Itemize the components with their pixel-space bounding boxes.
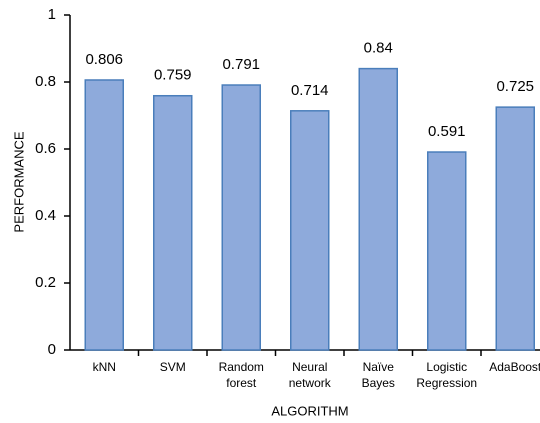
y-axis-title: PERFORMANCE [11, 131, 26, 232]
bar [84, 79, 124, 351]
x-axis-title: ALGORITHM [271, 403, 348, 418]
x-tick-label: kNN [93, 360, 116, 374]
value-label: 0.714 [291, 82, 329, 99]
x-tick-label: AdaBoost [489, 360, 540, 374]
value-label: 0.725 [496, 78, 534, 95]
x-tick-label: Naïve Bayes [362, 360, 395, 390]
x-tick-label: SVM [160, 360, 186, 374]
x-tick-label: Logistic Regression [416, 360, 477, 390]
y-tick-label: 1 [48, 6, 56, 23]
y-tick-label: 0.6 [35, 140, 56, 157]
bar [221, 84, 261, 351]
bar [290, 110, 330, 351]
x-tick-label: Random forest [219, 360, 264, 390]
bar [153, 94, 193, 351]
x-tick-label: Neural network [289, 360, 332, 390]
y-tick-label: 0.4 [35, 207, 56, 224]
bar [427, 151, 467, 351]
value-label: 0.591 [428, 123, 466, 140]
y-tick-label: 0 [48, 341, 56, 358]
bar [495, 106, 535, 351]
y-tick-label: 0.8 [35, 73, 56, 90]
value-label: 0.759 [154, 67, 192, 84]
bar [358, 67, 398, 351]
value-label: 0.791 [222, 56, 260, 73]
value-label: 0.84 [364, 40, 393, 57]
y-tick-label: 0.2 [35, 274, 56, 291]
value-label: 0.806 [85, 51, 123, 68]
